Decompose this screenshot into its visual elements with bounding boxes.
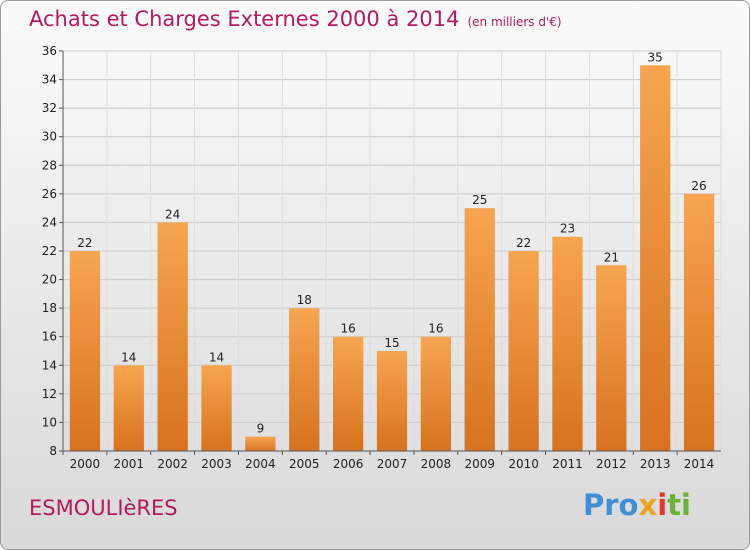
data-label-2005: 18	[297, 293, 312, 307]
bar-2007[interactable]	[376, 351, 408, 451]
chart-subtitle: (en milliers d'€)	[467, 15, 562, 29]
x-tick-label-2011: 2011	[552, 457, 583, 471]
data-label-2009: 25	[472, 193, 487, 207]
data-label-2000: 22	[77, 236, 92, 250]
data-label-2008: 16	[428, 322, 443, 336]
chart-title: Achats et Charges Externes 2000 à 2014 (e…	[29, 7, 562, 31]
y-tick-label: 10	[42, 415, 57, 429]
bar-2001[interactable]	[113, 365, 144, 451]
y-tick-label: 32	[42, 101, 57, 115]
y-tick-label: 8	[49, 444, 57, 458]
y-tick-label: 28	[42, 158, 57, 172]
y-tick-label: 34	[42, 73, 57, 87]
x-tick-label-2012: 2012	[596, 457, 627, 471]
y-tick-label: 20	[42, 273, 57, 287]
bar-2012[interactable]	[596, 265, 627, 451]
bars	[69, 65, 715, 452]
axes: 8 10 12 14 16 18 20 22 24 26 28 30 32 34 36 2000 2001 200…	[42, 44, 721, 471]
bar-2000[interactable]	[69, 251, 101, 451]
y-tick-label: 18	[42, 301, 57, 315]
y-tick-label: 36	[42, 44, 57, 58]
x-tick-label-2013: 2013	[640, 457, 671, 471]
x-tick-label-2009: 2009	[464, 457, 495, 471]
x-tick-label-2003: 2003	[201, 457, 232, 471]
data-label-2013: 35	[648, 50, 663, 64]
bar-2008[interactable]	[420, 336, 452, 451]
y-tick-label: 16	[42, 330, 57, 344]
chart-title-text: Achats et Charges Externes 2000 à 2014	[29, 7, 460, 31]
x-tick-label-2014: 2014	[684, 457, 715, 471]
y-tick-label: 12	[42, 387, 57, 401]
data-label-2003: 14	[209, 350, 224, 364]
data-label-2012: 21	[604, 250, 619, 264]
bar-2014[interactable]	[683, 193, 715, 451]
data-label-2010: 22	[516, 236, 531, 250]
bar-2002[interactable]	[157, 222, 188, 451]
commune-name: ESMOULIèRES	[29, 496, 178, 520]
y-tick-label: 30	[42, 130, 57, 144]
x-tick-label-2007: 2007	[377, 457, 408, 471]
bar-2010[interactable]	[508, 251, 539, 451]
bar-2013[interactable]	[640, 65, 671, 452]
data-label-2004: 9	[257, 422, 265, 436]
data-label-2006: 16	[340, 322, 355, 336]
y-tick-label: 14	[42, 358, 57, 372]
bar-2005[interactable]	[289, 308, 320, 451]
x-tick-label-2004: 2004	[245, 457, 276, 471]
bar-2011[interactable]	[552, 236, 583, 451]
bar-2004[interactable]	[245, 436, 276, 451]
y-tick-label: 22	[42, 244, 57, 258]
x-tick-label-2000: 2000	[70, 457, 101, 471]
x-tick-label-2010: 2010	[508, 457, 539, 471]
x-tick-label-2002: 2002	[157, 457, 188, 471]
bar-2003[interactable]	[201, 365, 232, 451]
data-label-2002: 24	[165, 207, 180, 221]
logo-part-2: x	[638, 488, 658, 522]
data-label-2011: 23	[560, 222, 575, 236]
data-label-2014: 26	[691, 179, 706, 193]
data-label-2007: 15	[384, 336, 399, 350]
data-label-2001: 14	[121, 350, 136, 364]
proxiti-logo[interactable]: Proxiti	[583, 488, 691, 522]
bar-2009[interactable]	[464, 208, 495, 451]
y-tick-label: 26	[42, 187, 57, 201]
y-tick-label: 24	[42, 215, 57, 229]
labels: 22 14 24 14 9 18 16 15 16 25 22 23 21 35 26	[77, 50, 706, 435]
logo-part-1: Pro	[583, 488, 639, 522]
logo-part-3: i	[657, 488, 668, 522]
x-tick-label-2001: 2001	[114, 457, 145, 471]
bar-2006[interactable]	[332, 336, 364, 451]
logo-part-4: ti	[667, 488, 691, 522]
x-tick-label-2005: 2005	[289, 457, 320, 471]
x-tick-label-2008: 2008	[421, 457, 452, 471]
x-tick-label-2006: 2006	[333, 457, 364, 471]
